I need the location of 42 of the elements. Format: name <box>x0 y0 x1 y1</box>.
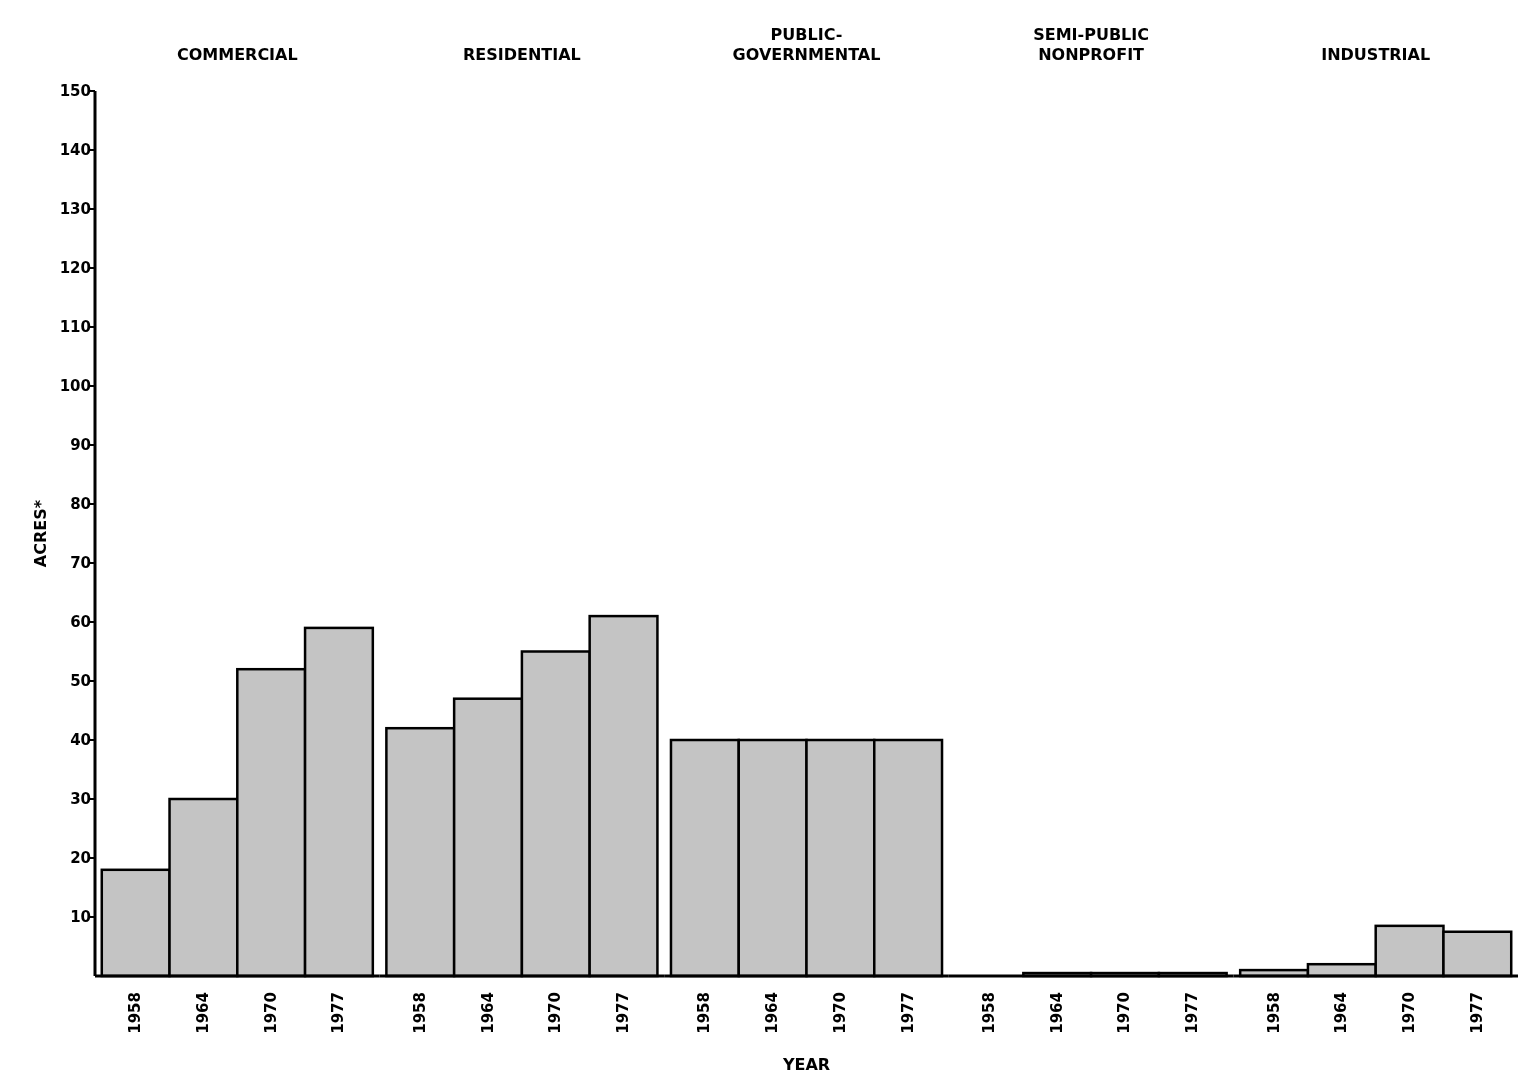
y-tick-label: 140 <box>59 140 91 159</box>
y-tick-label: 150 <box>59 81 91 100</box>
x-tick-label: 1958 <box>1264 992 1283 1034</box>
y-tick-label: 70 <box>70 553 91 572</box>
x-tick-label: 1977 <box>329 992 348 1034</box>
y-tick-label: 20 <box>70 848 91 867</box>
x-tick-label: 1970 <box>546 992 565 1034</box>
x-tick-label: 1964 <box>478 992 497 1034</box>
chart-title: COMMERCIAL <box>176 45 298 64</box>
y-tick-label: 130 <box>59 199 91 218</box>
x-tick-label: 1977 <box>1467 992 1486 1034</box>
y-tick-label: 60 <box>70 612 91 631</box>
x-tick-label: 1958 <box>410 992 429 1034</box>
chart-title: RESIDENTIAL <box>463 45 581 64</box>
x-tick-label: 1964 <box>1047 992 1066 1034</box>
y-tick-label: 50 <box>70 671 91 690</box>
y-axis-title: ACRES* <box>31 499 50 568</box>
chart-title: PUBLIC- GOVERNMENTAL <box>732 25 881 64</box>
y-tick-label: 100 <box>59 376 91 395</box>
x-tick-label: 1977 <box>898 992 917 1034</box>
y-tick-label: 10 <box>70 907 91 926</box>
x-tick-label: 1970 <box>1115 992 1134 1034</box>
y-tick-label: 110 <box>59 317 91 336</box>
y-tick-label: 120 <box>59 258 91 277</box>
y-tick-label: 80 <box>70 494 91 513</box>
y-tick-label: 90 <box>70 435 91 454</box>
x-tick-label: 1958 <box>695 992 714 1034</box>
x-tick-label: 1970 <box>261 992 280 1034</box>
chart-title: SEMI-PUBLIC NONPROFIT <box>1033 25 1149 64</box>
y-tick-label: 40 <box>70 730 91 749</box>
x-tick-label: 1970 <box>1400 992 1419 1034</box>
x-tick-label: 1958 <box>126 992 145 1034</box>
x-axis-title: YEAR <box>781 1055 831 1074</box>
x-tick-label: 1977 <box>614 992 633 1034</box>
x-tick-label: 1977 <box>1183 992 1202 1034</box>
chart-title: INDUSTRIAL <box>1321 45 1431 64</box>
x-tick-label: 1964 <box>763 992 782 1034</box>
x-tick-label: 1964 <box>193 992 212 1034</box>
x-tick-label: 1970 <box>830 992 849 1034</box>
x-tick-label: 1964 <box>1332 992 1351 1034</box>
x-tick-label: 1958 <box>979 992 998 1034</box>
y-tick-label: 30 <box>70 789 91 808</box>
